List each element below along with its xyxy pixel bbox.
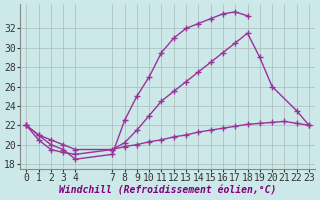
- X-axis label: Windchill (Refroidissement éolien,°C): Windchill (Refroidissement éolien,°C): [59, 186, 276, 196]
